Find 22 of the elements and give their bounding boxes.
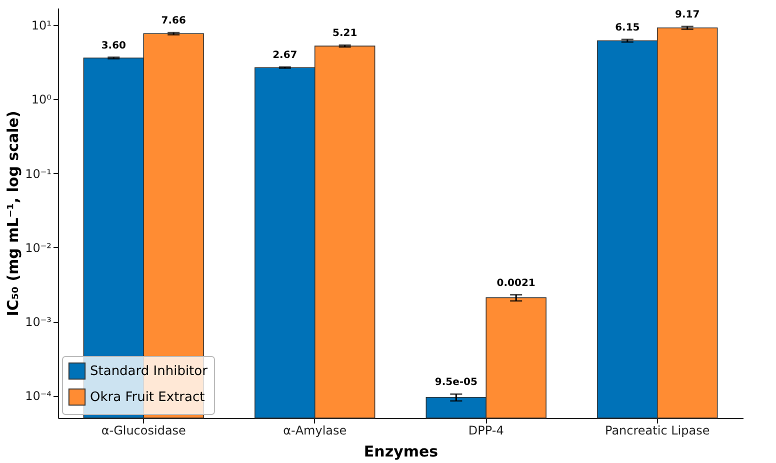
y-tick-label: 10⁻⁴ bbox=[25, 389, 52, 404]
y-tick-label: 10¹ bbox=[31, 18, 52, 33]
x-tick-label: Pancreatic Lipase bbox=[605, 424, 710, 438]
x-tick-label: α-Amylase bbox=[283, 424, 347, 438]
data-label: 5.21 bbox=[332, 28, 358, 40]
y-tick-label: 10⁻³ bbox=[25, 315, 52, 330]
legend-label: Okra Fruit Extract bbox=[90, 390, 205, 405]
y-tick-label: 10⁻² bbox=[25, 240, 52, 255]
data-label: 7.66 bbox=[161, 16, 186, 27]
x-tick-label: DPP-4 bbox=[468, 424, 504, 438]
data-label: 3.60 bbox=[101, 40, 126, 52]
data-label: 0.0021 bbox=[496, 278, 536, 289]
x-tick-label: α-Glucosidase bbox=[101, 424, 186, 438]
y-tick-label: 10⁰ bbox=[31, 92, 52, 107]
y-axis-title: IC₅₀ (mg mL⁻¹, log scale) bbox=[4, 110, 22, 316]
data-label: 6.15 bbox=[615, 22, 640, 34]
x-axis-title: Enzymes bbox=[364, 442, 438, 460]
data-label: 9.5e-05 bbox=[434, 377, 478, 388]
data-label: 9.17 bbox=[675, 9, 700, 20]
data-label: 2.67 bbox=[272, 50, 298, 61]
y-tick-label: 10⁻¹ bbox=[25, 166, 52, 181]
legend-label: Standard Inhibitor bbox=[90, 364, 208, 379]
